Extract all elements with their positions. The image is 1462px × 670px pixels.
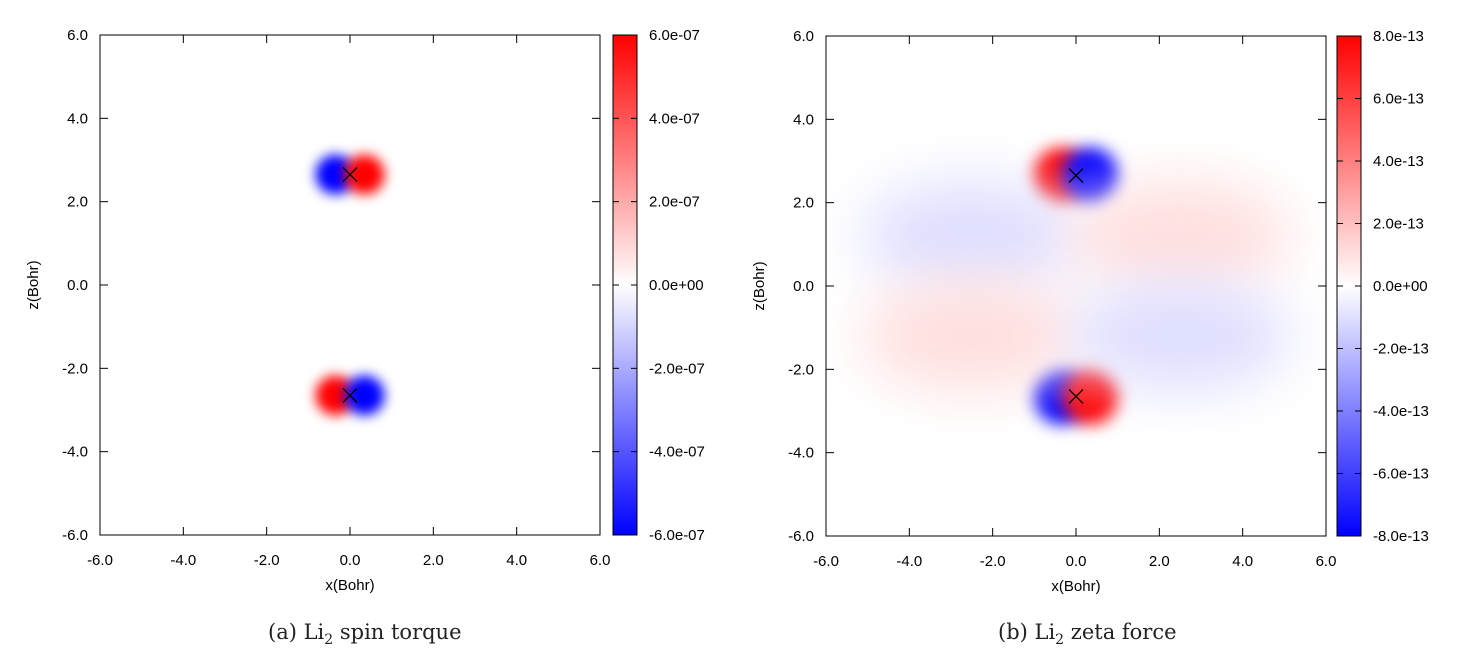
- x-tick-label: 6.0: [590, 552, 611, 569]
- x-tick-label: 0.0: [1066, 553, 1087, 570]
- heatmap-lobe: [315, 154, 356, 195]
- y-tick-label: -6.0: [788, 528, 814, 545]
- colorbar-tick-label: -8.0e-13: [1373, 528, 1429, 545]
- y-axis-label: z(Bohr): [751, 261, 768, 310]
- heatmap-lobe: [344, 154, 385, 195]
- colorbar-tick-label: 2.0e-07: [649, 194, 700, 211]
- atom-marker: [1068, 168, 1084, 184]
- colorbar-tick-label: -2.0e-07: [649, 360, 705, 377]
- y-tick-label: 6.0: [67, 27, 88, 44]
- x-tick-label: -4.0: [170, 552, 196, 569]
- y-tick-label: -4.0: [62, 444, 88, 461]
- y-axis-label: z(Bohr): [25, 260, 42, 309]
- heatmap-lobe: [315, 375, 356, 416]
- colorbar-tick-label: -4.0e-07: [649, 444, 705, 461]
- heatmap-lobe: [861, 181, 1082, 291]
- x-tick-label: 6.0: [1316, 553, 1337, 570]
- y-tick-label: 2.0: [793, 195, 814, 212]
- x-tick-label: 0.0: [340, 552, 361, 569]
- chart-panel-spin-torque: -6.0 -4.0 -2.0 0.0 2.0 4.0 6.0 -6.0 -4.0 -2.0 0.0 2…: [25, 27, 705, 594]
- y-tick-label: 6.0: [793, 28, 814, 45]
- x-tick-label: -6.0: [813, 553, 839, 570]
- colorbar-tick-label: -6.0e-13: [1373, 466, 1429, 483]
- colorbar-tick-label: 2.0e-13: [1373, 216, 1424, 233]
- caption-b: (b) Li2 zeta force: [998, 620, 1177, 649]
- x-tick-label: 2.0: [1149, 553, 1170, 570]
- chart-panel-zeta-force: -6.0 -4.0 -2.0 0.0 2.0 4.0 6.0 -6.0 -4.0 -2.0 0.0 2…: [751, 28, 1429, 595]
- colorbar-tick-label: -4.0e-13: [1373, 403, 1429, 420]
- x-tick-label: 4.0: [506, 552, 527, 569]
- colorbar-tick-label: 6.0e-13: [1373, 91, 1424, 108]
- y-tick-label: 4.0: [793, 111, 814, 128]
- plot-area: [100, 35, 600, 535]
- x-tick-label: -2.0: [254, 552, 280, 569]
- colorbar-tick-label: 4.0e-07: [649, 110, 700, 127]
- colorbar-tick-label: 0.0e+00: [1373, 278, 1428, 295]
- y-tick-label: 0.0: [67, 277, 88, 294]
- heatmap-lobe: [344, 375, 385, 416]
- x-axis-label: x(Bohr): [325, 577, 374, 594]
- y-tick-label: 2.0: [67, 194, 88, 211]
- y-tick-label: -2.0: [788, 361, 814, 378]
- atom-marker: [342, 387, 358, 403]
- colorbar-tick-label: -2.0e-13: [1373, 341, 1429, 358]
- heatmap-lobe: [1062, 147, 1119, 204]
- colorbar-tick-label: 6.0e-07: [649, 27, 700, 44]
- y-tick-label: 0.0: [793, 278, 814, 295]
- y-tick-label: -2.0: [62, 360, 88, 377]
- heatmap-lobe: [1070, 181, 1291, 291]
- colorbar-tick-label: 8.0e-13: [1373, 28, 1424, 45]
- x-tick-label: 2.0: [423, 552, 444, 569]
- x-tick-label: -2.0: [980, 553, 1006, 570]
- colorbar-tick-label: 0.0e+00: [649, 277, 704, 294]
- y-tick-label: 4.0: [67, 110, 88, 127]
- y-tick-label: -6.0: [62, 527, 88, 544]
- y-tick-label: -4.0: [788, 445, 814, 462]
- plot-area: [826, 36, 1326, 536]
- atom-marker: [342, 167, 358, 183]
- caption-a: (a) Li2 spin torque: [268, 620, 462, 649]
- x-axis-label: x(Bohr): [1051, 578, 1100, 595]
- x-tick-label: 4.0: [1232, 553, 1253, 570]
- colorbar-tick-label: -6.0e-07: [649, 527, 705, 544]
- heatmap: [861, 147, 1291, 425]
- heatmap-lobe: [861, 281, 1082, 391]
- atom-marker: [1068, 388, 1084, 404]
- colorbar-tick-label: 4.0e-13: [1373, 153, 1424, 170]
- x-tick-label: -4.0: [896, 553, 922, 570]
- heatmap-lobe: [1070, 281, 1291, 391]
- heatmap-lobe: [1062, 368, 1119, 425]
- x-tick-label: -6.0: [87, 552, 113, 569]
- heatmap: [315, 154, 385, 416]
